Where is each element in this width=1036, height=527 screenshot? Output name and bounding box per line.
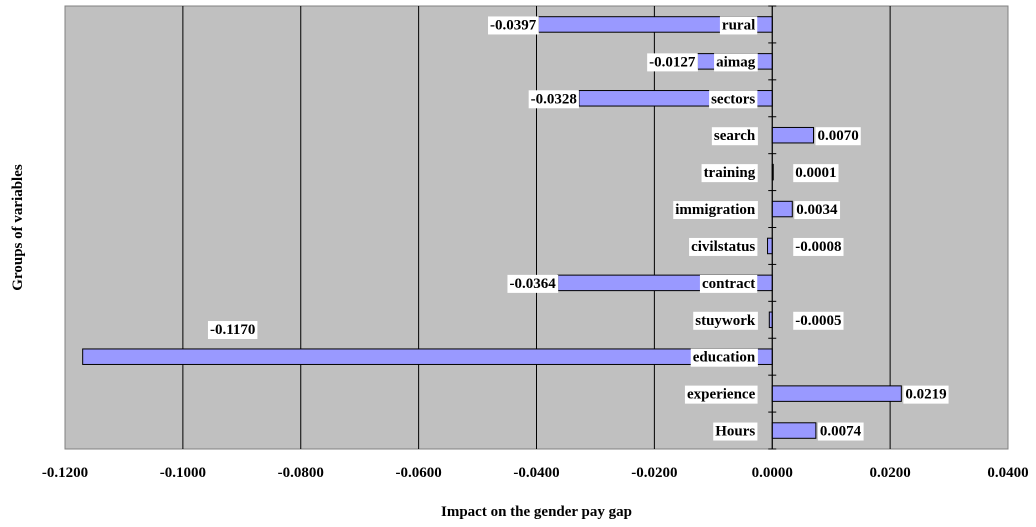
value-label: 0.0070 <box>818 128 859 144</box>
value-label-bg <box>647 53 698 72</box>
category-label-group: stuywork <box>693 311 758 330</box>
value-label: -0.0127 <box>649 54 696 70</box>
value-label-bg <box>794 201 841 220</box>
bar <box>771 422 817 439</box>
x-tick-labels: -0.1200 -0.1000 -0.0800 -0.0600 -0.0400 -0.02… <box>42 465 1029 481</box>
value-label-group: 0.0070 <box>815 127 861 146</box>
value-label-bg <box>793 237 844 256</box>
value-label: 0.0034 <box>796 202 838 218</box>
category-label: search <box>714 128 756 144</box>
category-label: civilstatus <box>691 239 755 255</box>
value-label-bg <box>488 16 539 35</box>
value-label-group: -0.0397 <box>488 16 539 35</box>
y-axis-title: Groups of variables <box>10 164 26 291</box>
value-label: -0.0364 <box>509 276 556 292</box>
category-label-bg <box>689 237 758 256</box>
category-label-group: training <box>701 164 758 183</box>
category-labels: rural aimag sectors search training immigrati… <box>673 16 758 441</box>
category-label-bg <box>699 274 758 293</box>
bar <box>767 237 773 255</box>
x-tick-label: -0.0200 <box>631 465 677 481</box>
value-label: 0.0001 <box>795 165 836 181</box>
value-label-group: -0.0008 <box>793 237 844 256</box>
category-label: training <box>704 165 756 181</box>
value-label: 0.0074 <box>820 424 862 440</box>
category-label: stuywork <box>695 313 756 329</box>
value-label-group: 0.0219 <box>903 385 949 404</box>
value-label-group: 0.0001 <box>793 164 839 183</box>
category-label-group: education <box>690 348 758 367</box>
value-label-bg <box>793 164 839 183</box>
category-label-group: immigration <box>673 201 758 220</box>
category-label-group: Hours <box>713 422 758 441</box>
y-axis-ticks <box>768 5 777 450</box>
x-tick-label: -0.1000 <box>160 465 206 481</box>
bar <box>771 200 793 218</box>
category-label-group: sectors <box>709 90 758 109</box>
value-label-group: 0.0074 <box>817 422 864 441</box>
value-label-bg <box>817 422 864 441</box>
category-label: rural <box>722 17 755 33</box>
category-label: education <box>693 350 756 366</box>
value-label-group: -0.0328 <box>528 90 579 109</box>
value-label-bg <box>815 127 861 146</box>
value-label-group: -0.0364 <box>507 274 559 293</box>
category-label: contract <box>702 276 755 292</box>
x-tick-label: -0.1200 <box>42 465 88 481</box>
value-label-bg <box>793 311 844 330</box>
category-label-bg <box>673 201 758 220</box>
x-tick-label: 0.0400 <box>987 465 1028 481</box>
x-tick-label: 0.0000 <box>752 465 793 481</box>
x-tick-label: -0.0800 <box>278 465 324 481</box>
value-label-group: -0.0005 <box>793 311 844 330</box>
category-label-group: contract <box>699 274 758 293</box>
category-label: immigration <box>675 202 756 218</box>
value-label: -0.0397 <box>490 17 537 33</box>
value-label: -0.0328 <box>531 91 577 107</box>
value-labels: -0.0397 -0.0127 -0.0328 0.0070 0.0001 0.0034 -… <box>207 16 949 441</box>
x-axis-title: Impact on the gender pay gap <box>441 504 632 520</box>
bar <box>771 126 815 144</box>
value-label: 0.0219 <box>905 387 946 403</box>
x-tick-label: -0.0600 <box>396 465 442 481</box>
category-label-group: aimag <box>714 53 758 72</box>
category-label: Hours <box>715 424 755 440</box>
value-label-group: -0.0127 <box>647 53 698 72</box>
value-label-bg <box>528 90 579 109</box>
category-label-bg <box>711 127 758 146</box>
bar <box>82 348 773 365</box>
value-label-bg <box>903 385 949 404</box>
x-tick-label: 0.0200 <box>870 465 911 481</box>
value-label: -0.0005 <box>795 313 841 329</box>
value-label-group: 0.0034 <box>794 201 841 220</box>
category-label: aimag <box>716 54 756 70</box>
value-label-bg <box>507 274 559 293</box>
x-tick-label: -0.0400 <box>513 465 559 481</box>
category-label-group: experience <box>684 385 758 404</box>
category-label-group: search <box>711 127 758 146</box>
category-label-bg <box>719 16 758 35</box>
category-label-bg <box>714 53 758 72</box>
category-label-bg <box>684 385 758 404</box>
category-label-bg <box>701 164 758 183</box>
value-label-group: -0.1170 <box>207 321 258 340</box>
value-label: -0.0008 <box>795 239 841 255</box>
category-label-bg <box>709 90 758 109</box>
category-label-group: rural <box>719 16 758 35</box>
category-label: experience <box>687 387 756 403</box>
value-label-bg <box>207 321 258 340</box>
category-label-bg <box>713 422 758 441</box>
category-label-bg <box>690 348 758 367</box>
category-label: sectors <box>711 91 755 107</box>
value-label: -0.1170 <box>210 322 255 338</box>
bar <box>771 385 902 402</box>
category-label-bg <box>693 311 758 330</box>
category-label-group: civilstatus <box>689 237 758 256</box>
